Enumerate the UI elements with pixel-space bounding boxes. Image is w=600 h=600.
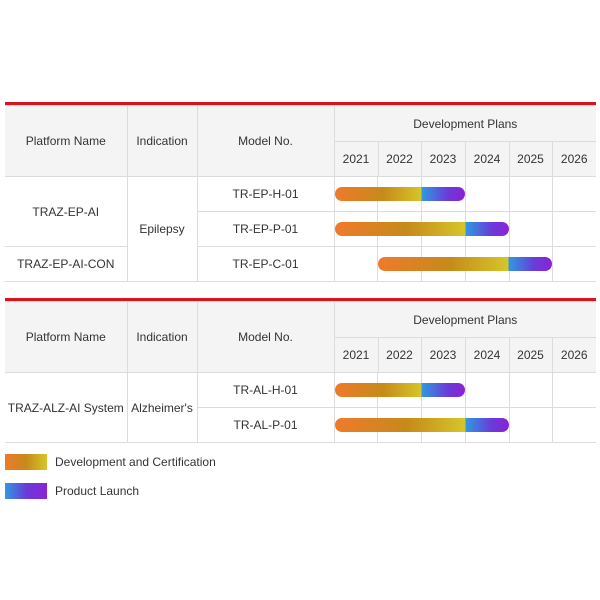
timeline-bar xyxy=(334,222,509,236)
timeline-bar xyxy=(334,187,466,201)
platform-name-cell: TRAZ-EP-AI-CON xyxy=(5,246,128,282)
table-row: TRAZ-ALZ-AI System Alzheimer's TR-AL-H-0… xyxy=(5,372,597,443)
table-row: TR-EP-P-01 xyxy=(5,211,597,247)
development-plans-header: Development Plans xyxy=(333,301,597,338)
model-no-header: Model No. xyxy=(196,301,335,373)
year-2026-header: 2026 xyxy=(551,141,597,177)
table-row: TRAZ-EP-AI Epilepsy TR-EP-H-01 xyxy=(5,176,597,282)
legend-launch: Product Launch xyxy=(5,482,139,500)
timeline-bar xyxy=(334,418,509,432)
timeline-bar xyxy=(334,383,466,397)
development-swatch xyxy=(5,454,47,470)
year-2023-header: 2023 xyxy=(420,337,466,373)
development-legend-label: Development and Certification xyxy=(55,455,216,469)
year-2024-header: 2024 xyxy=(464,337,510,373)
indication-cell: Epilepsy xyxy=(126,176,198,282)
legend-development: Development and Certification xyxy=(5,453,216,471)
platform-name-cell: TRAZ-EP-AI xyxy=(5,176,128,247)
table-row: TRAZ-EP-AI-CON TR-EP-C-01 xyxy=(5,246,597,282)
year-2025-header: 2025 xyxy=(508,337,553,373)
timeline-cell xyxy=(333,246,597,282)
year-2022-header: 2022 xyxy=(377,337,422,373)
platform-name-header: Platform Name xyxy=(5,301,128,373)
year-2025-header: 2025 xyxy=(508,141,553,177)
platform-name-header: Platform Name xyxy=(5,105,128,177)
model-no-cell: TR-AL-P-01 xyxy=(197,407,335,443)
development-plans-header: Development Plans xyxy=(333,105,597,142)
launch-legend-label: Product Launch xyxy=(55,484,140,498)
year-2021-header: 2021 xyxy=(334,337,379,373)
model-no-cell: TR-EP-P-01 xyxy=(197,211,335,247)
timeline-cell xyxy=(333,407,597,443)
indication-cell: Alzheimer's xyxy=(126,372,198,443)
launch-swatch xyxy=(5,483,47,499)
platform-name-cell: TRAZ-ALZ-AI System xyxy=(5,372,128,443)
indication-header: Indication xyxy=(126,301,198,373)
timeline-cell xyxy=(333,372,597,408)
timeline-bar xyxy=(378,257,553,271)
year-2024-header: 2024 xyxy=(464,141,510,177)
model-no-cell: TR-EP-H-01 xyxy=(196,176,335,212)
table-row: TR-AL-P-01 xyxy=(5,407,597,443)
timeline-cell xyxy=(333,176,597,212)
year-2026-header: 2026 xyxy=(551,337,597,373)
model-no-header: Model No. xyxy=(196,105,335,177)
model-no-cell: TR-EP-C-01 xyxy=(196,246,335,282)
timeline-cell xyxy=(333,211,597,247)
model-no-cell: TR-AL-H-01 xyxy=(196,372,335,408)
alzheimers-plan-table: Platform Name Indication Model No. Devel… xyxy=(5,298,597,443)
epilepsy-plan-table: Platform Name Indication Model No. Devel… xyxy=(5,102,597,282)
year-2023-header: 2023 xyxy=(420,141,466,177)
year-2021-header: 2021 xyxy=(334,141,379,177)
year-2022-header: 2022 xyxy=(377,141,422,177)
indication-header: Indication xyxy=(126,105,198,177)
